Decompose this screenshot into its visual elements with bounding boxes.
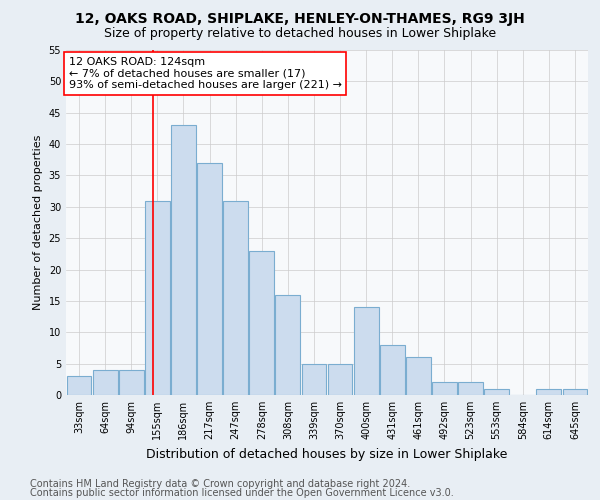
Text: 12 OAKS ROAD: 124sqm
← 7% of detached houses are smaller (17)
93% of semi-detach: 12 OAKS ROAD: 124sqm ← 7% of detached ho… bbox=[68, 57, 341, 90]
Bar bbox=[119, 370, 143, 395]
Bar bbox=[275, 294, 300, 395]
Bar bbox=[67, 376, 91, 395]
Text: Size of property relative to detached houses in Lower Shiplake: Size of property relative to detached ho… bbox=[104, 28, 496, 40]
Bar bbox=[171, 126, 196, 395]
Text: Contains HM Land Registry data © Crown copyright and database right 2024.: Contains HM Land Registry data © Crown c… bbox=[30, 479, 410, 489]
X-axis label: Distribution of detached houses by size in Lower Shiplake: Distribution of detached houses by size … bbox=[146, 448, 508, 460]
Bar bbox=[197, 163, 222, 395]
Bar bbox=[250, 250, 274, 395]
Text: Contains public sector information licensed under the Open Government Licence v3: Contains public sector information licen… bbox=[30, 488, 454, 498]
Bar bbox=[223, 200, 248, 395]
Bar bbox=[536, 388, 561, 395]
Bar bbox=[406, 358, 431, 395]
Bar bbox=[93, 370, 118, 395]
Bar bbox=[380, 345, 404, 395]
Bar bbox=[328, 364, 352, 395]
Bar bbox=[354, 307, 379, 395]
Y-axis label: Number of detached properties: Number of detached properties bbox=[33, 135, 43, 310]
Bar bbox=[563, 388, 587, 395]
Bar bbox=[302, 364, 326, 395]
Bar bbox=[458, 382, 483, 395]
Bar bbox=[484, 388, 509, 395]
Bar bbox=[432, 382, 457, 395]
Text: 12, OAKS ROAD, SHIPLAKE, HENLEY-ON-THAMES, RG9 3JH: 12, OAKS ROAD, SHIPLAKE, HENLEY-ON-THAME… bbox=[75, 12, 525, 26]
Bar bbox=[145, 200, 170, 395]
